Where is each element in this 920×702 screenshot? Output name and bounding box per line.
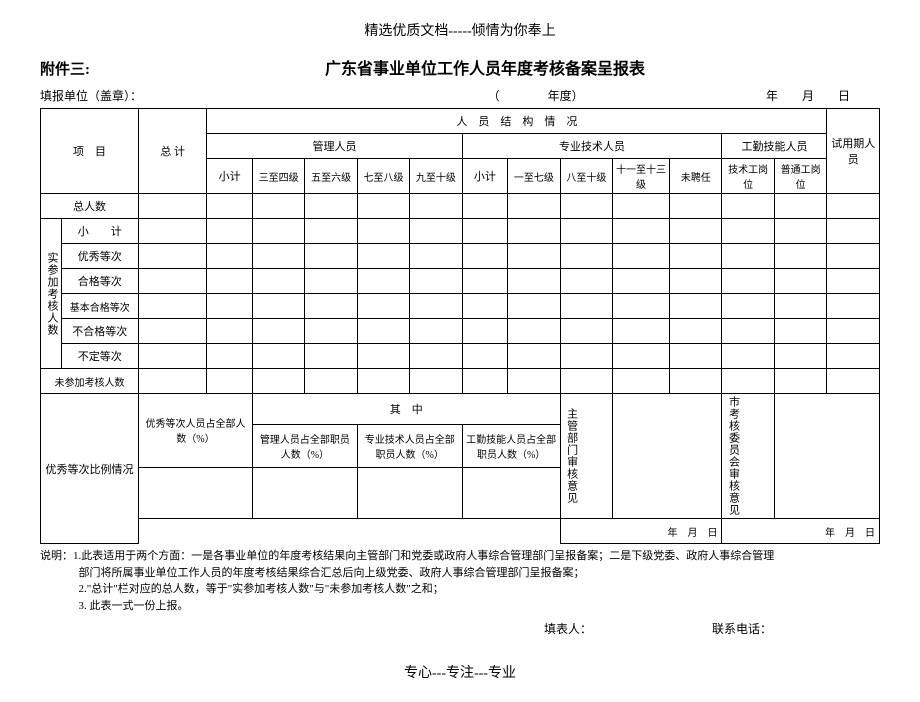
- tech-subtotal: 小计: [462, 159, 508, 194]
- tech-pct-value: [357, 467, 462, 518]
- worker-col-1: 普通工岗位: [774, 159, 827, 194]
- dept-date: 年 月 日: [560, 519, 722, 544]
- tech-col-2: 十一至十三级: [613, 159, 670, 194]
- page-footer-bottom: 专心---专注---专业: [40, 662, 880, 682]
- row-total-people: 总人数: [41, 194, 139, 219]
- committee-opinion-label: 市考核委员会审核意见: [722, 394, 774, 519]
- row-4: 不合格等次: [61, 319, 139, 344]
- notes-line1a: 1.此表适用于两个方面：一是各事业单位的年度考核结果向主管部门和党委或政府人事综…: [73, 550, 774, 562]
- committee-date: 年 月 日: [722, 519, 880, 544]
- filler-row: 填表人： 联系电话：: [40, 620, 880, 637]
- tech-pct: 专业技术人员占全部职员人数（%）: [357, 424, 462, 467]
- row-3: 基本合格等次: [61, 294, 139, 319]
- filler-person: 填表人：: [544, 620, 712, 637]
- mgmt-subtotal: 小计: [207, 159, 253, 194]
- header-mgmt: 管理人员: [207, 134, 462, 159]
- meta-row: 填报单位（盖章）： （ 年度） 年 月 日: [40, 87, 880, 104]
- notes: 说明：1.此表适用于两个方面：一是各事业单位的年度考核结果向主管部门和党委或政府…: [40, 548, 880, 614]
- worker-pct-value: [462, 467, 560, 518]
- tech-col-0: 一至七级: [508, 159, 560, 194]
- notes-prefix: 说明：: [40, 550, 73, 562]
- pct-all: 优秀等次人员占全部人数（%）: [139, 394, 253, 468]
- row-5: 不定等次: [61, 344, 139, 369]
- mgmt-col-1: 五至六级: [305, 159, 357, 194]
- attachment-label: 附件三:: [40, 58, 90, 79]
- pct-all-value: [139, 467, 253, 518]
- header-project: 项 目: [41, 109, 139, 194]
- dept-opinion-label: 主管部门审核意见: [560, 394, 612, 519]
- tech-col-3: 未聘任: [670, 159, 722, 194]
- page-header-top: 精选优质文档-----倾情为你奉上: [40, 20, 880, 40]
- worker-col-0: 技术工岗位: [722, 159, 774, 194]
- dept-opinion-cell: [613, 394, 722, 519]
- row-not-participated: 未参加考核人数: [41, 369, 139, 394]
- notes-line3: 3. 此表一式一份上报。: [40, 598, 880, 615]
- unit-label: 填报单位（盖章）：: [40, 87, 443, 104]
- worker-pct: 工勤技能人员占全部职员人数（%）: [462, 424, 560, 467]
- committee-opinion-cell: [774, 394, 879, 519]
- qizhong-label: 其 中: [252, 394, 560, 425]
- main-table: 项 目 总 计 人 员 结 构 情 况 试用期人员 管理人员 专业技术人员 工勤…: [40, 108, 880, 544]
- row-0: 小 计: [61, 219, 139, 244]
- excellent-ratio-label: 优秀等次比例情况: [41, 394, 139, 544]
- mgmt-pct: 管理人员占全部职员人数（%）: [252, 424, 357, 467]
- row-1: 优秀等次: [61, 244, 139, 269]
- mgmt-col-2: 七至八级: [357, 159, 409, 194]
- tech-col-1: 八至十级: [560, 159, 612, 194]
- header-trial: 试用期人员: [827, 109, 880, 194]
- row-2: 合格等次: [61, 269, 139, 294]
- notes-line1b: 部门将所属事业单位工作人员的年度考核结果综合汇总后向上级党委、政府人事综合管理部…: [40, 565, 880, 582]
- main-title: 广东省事业单位工作人员年度考核备案呈报表: [90, 55, 880, 79]
- mgmt-col-0: 三至四级: [252, 159, 304, 194]
- mgmt-pct-value: [252, 467, 357, 518]
- notes-line2: 2."总计"栏对应的总人数，等于"实参加考核人数"与"未参加考核人数"之和；: [40, 581, 880, 598]
- filler-phone: 联系电话：: [712, 620, 880, 637]
- header-tech: 专业技术人员: [462, 134, 722, 159]
- title-row: 附件三: 广东省事业单位工作人员年度考核备案呈报表: [40, 55, 880, 79]
- header-total: 总 计: [139, 109, 207, 194]
- side-label-actual: 实参加考核人数: [41, 219, 62, 369]
- mgmt-col-3: 九至十级: [410, 159, 462, 194]
- year-label: （ 年度）: [443, 87, 628, 104]
- header-personnel: 人 员 结 构 情 况: [207, 109, 827, 134]
- date-label: 年 月 日: [628, 87, 880, 104]
- header-worker: 工勤技能人员: [722, 134, 827, 159]
